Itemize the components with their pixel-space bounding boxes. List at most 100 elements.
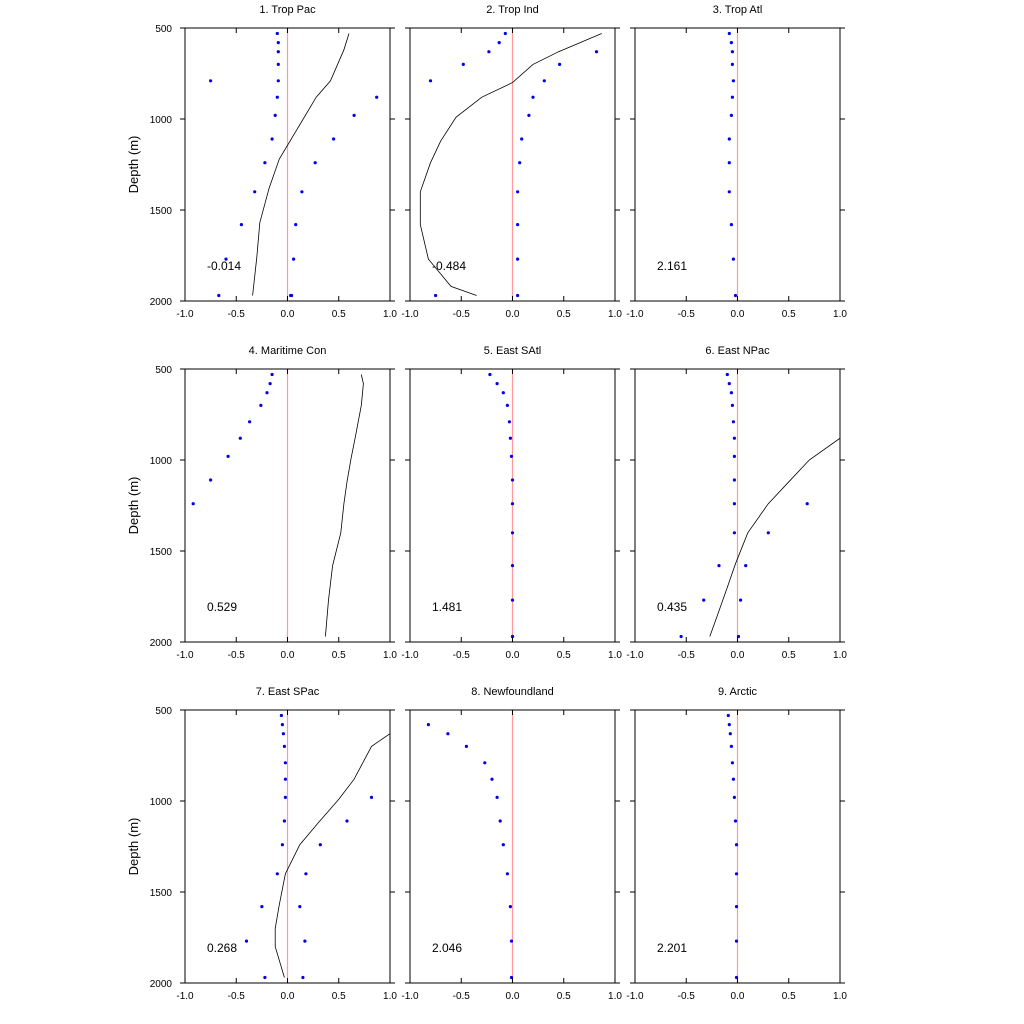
data-point <box>292 257 296 261</box>
panel-title: 3. Trop Atl <box>713 4 763 16</box>
y-tick-label: 2000 <box>150 297 173 308</box>
data-point <box>270 137 274 141</box>
y-tick-label: 2000 <box>150 979 173 990</box>
x-tick-label: 1.0 <box>383 309 397 320</box>
data-point <box>446 732 450 736</box>
data-point <box>729 113 734 117</box>
y-axis-label: Depth (m) <box>126 818 141 876</box>
data-point <box>270 372 274 377</box>
x-tick-label: 0.5 <box>557 991 571 1002</box>
profile-line <box>419 33 602 296</box>
data-point <box>498 819 502 823</box>
panel-title: 1. Trop Pac <box>259 4 316 16</box>
x-tick-label: 0.0 <box>506 991 520 1002</box>
data-point <box>733 819 738 823</box>
panel-title: 6. East NPac <box>705 345 770 357</box>
data-point <box>461 62 465 66</box>
data-point <box>238 436 242 440</box>
data-point <box>253 190 257 194</box>
data-point <box>729 223 734 227</box>
data-point <box>282 819 286 823</box>
data-point <box>501 843 505 847</box>
x-tick-label: -1.0 <box>401 650 419 661</box>
data-point <box>734 843 739 847</box>
data-point <box>727 382 731 386</box>
data-point <box>527 113 531 117</box>
x-tick-label: -0.5 <box>453 650 471 661</box>
data-point <box>679 634 683 639</box>
panel-annotation: 0.268 <box>207 941 237 955</box>
data-point <box>505 872 509 876</box>
data-point <box>263 161 267 165</box>
data-point <box>729 744 734 749</box>
data-point <box>275 872 279 876</box>
data-point <box>734 905 739 909</box>
panel-2: 2. Trop Ind -1.0 -0.5 0.0 0.5 1.0 -0.484 <box>401 4 622 320</box>
data-point <box>375 95 379 99</box>
data-point <box>727 161 731 165</box>
data-point <box>734 939 739 943</box>
y-axis-label: Depth (m) <box>126 136 141 194</box>
data-point <box>275 31 279 36</box>
data-point <box>727 723 731 727</box>
data-point <box>275 95 279 99</box>
data-point <box>510 598 515 602</box>
panel-title: 5. East SAtl <box>484 345 541 357</box>
data-point <box>733 293 738 298</box>
data-point <box>731 79 736 83</box>
data-point <box>281 732 285 736</box>
panel-3: 3. Trop Atl -1.0 -0.5 0.0 0.5 1.0 2.161 <box>626 4 847 320</box>
data-point <box>289 293 293 298</box>
data-point <box>244 939 249 943</box>
data-point <box>558 62 562 66</box>
x-tick-label: 1.0 <box>383 991 397 1002</box>
data-point <box>487 50 491 54</box>
y-tick-label: 500 <box>155 365 172 376</box>
data-point <box>318 843 322 847</box>
panel-annotation: 2.046 <box>432 941 462 955</box>
data-point <box>730 50 735 54</box>
x-tick-label: -1.0 <box>401 309 419 320</box>
panel-6: 6. East NPac -1.0 -0.5 0.0 0.5 1.0 0.435 <box>626 345 847 661</box>
x-tick-label: 1.0 <box>608 991 622 1002</box>
x-tick-label: -0.5 <box>228 991 246 1002</box>
data-point <box>248 420 252 424</box>
x-tick-label: 0.0 <box>506 309 520 320</box>
data-point <box>531 95 535 99</box>
data-point <box>313 161 317 165</box>
x-tick-label: 1.0 <box>383 650 397 661</box>
x-tick-label: 0.0 <box>281 309 295 320</box>
data-point <box>766 531 770 535</box>
panel-title: 7. East SPac <box>256 686 320 698</box>
panel-8: 8. Newfoundland -1.0 -0.5 0.0 0.5 1.0 2.046 <box>401 686 622 1002</box>
data-point <box>488 372 492 377</box>
data-point <box>226 454 230 458</box>
x-tick-label: 0.0 <box>506 650 520 661</box>
data-point <box>739 598 743 602</box>
data-point <box>717 564 721 568</box>
data-point <box>283 761 287 765</box>
data-point <box>501 391 505 395</box>
data-point <box>224 257 228 261</box>
data-point <box>732 531 737 535</box>
data-point <box>263 975 267 980</box>
y-tick-label: 1000 <box>150 797 173 808</box>
data-point <box>510 478 515 482</box>
x-tick-label: 0.0 <box>731 650 745 661</box>
data-point <box>734 872 739 876</box>
y-tick-label: 1000 <box>150 115 173 126</box>
data-point <box>352 113 356 117</box>
x-tick-label: 0.5 <box>782 650 796 661</box>
panel-annotation: 0.529 <box>207 600 237 614</box>
data-point <box>730 62 735 66</box>
data-point <box>276 62 280 66</box>
panel-annotation: -0.014 <box>207 259 241 273</box>
data-point <box>239 223 243 227</box>
data-point <box>332 137 336 141</box>
data-point <box>508 905 512 909</box>
panel-annotation: 2.201 <box>657 941 687 955</box>
panel-annotation: 0.435 <box>657 600 687 614</box>
x-tick-label: 1.0 <box>833 309 847 320</box>
data-point <box>209 478 213 482</box>
